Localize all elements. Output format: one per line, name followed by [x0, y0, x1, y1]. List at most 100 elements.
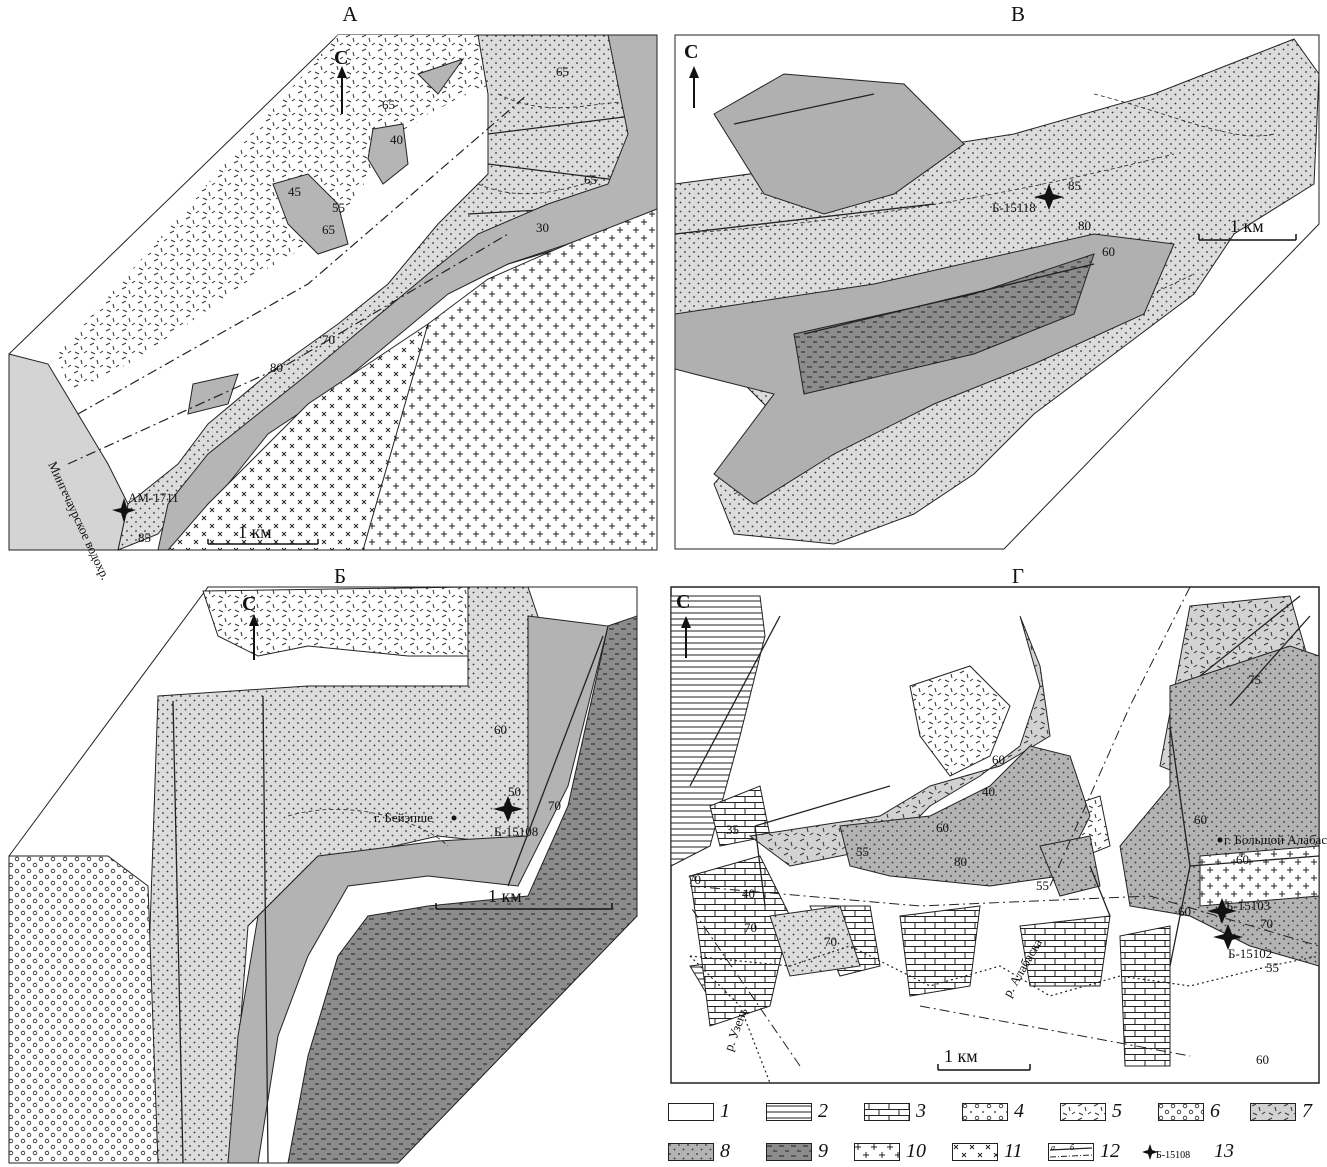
svg-text:65: 65: [556, 64, 569, 79]
scale-bar: 1 км: [435, 886, 613, 910]
legend-swatch-crosses: [854, 1142, 900, 1161]
svg-text:55: 55: [332, 200, 345, 215]
sample-marker: Б-15118: [992, 184, 1064, 215]
svg-text:80: 80: [270, 360, 283, 375]
svg-text:70: 70: [548, 798, 561, 813]
panel-b-map: С 1 км Б-15118 85 80 60: [674, 34, 1320, 550]
svg-text:65: 65: [322, 222, 335, 237]
panel-v-title: Б: [333, 564, 347, 588]
peak-label: г. Бейэпше: [374, 810, 433, 825]
legend-item-3: 3: [864, 1100, 926, 1123]
svg-text:60: 60: [1102, 244, 1115, 259]
svg-text:60: 60: [494, 722, 507, 737]
panel-b-title: В: [1010, 2, 1025, 26]
legend-item-13: Б-15108 13: [1142, 1140, 1234, 1163]
svg-text:50: 50: [508, 784, 521, 799]
north-arrow: С: [334, 47, 348, 114]
svg-text:55: 55: [1266, 960, 1279, 975]
panel-v-map: С 1 км Б-15108 г. Бейэпше 60 50 70: [8, 586, 638, 1164]
scale-bar: 1 км: [1198, 216, 1297, 241]
legend-item-8: 8: [668, 1140, 730, 1163]
legend-swatch-grey-dashes: [1250, 1102, 1296, 1121]
svg-text:45: 45: [288, 184, 301, 199]
north-arrow: С: [242, 593, 259, 660]
medium-belt: [227, 615, 609, 1164]
north-arrow: С: [684, 41, 699, 108]
rivers: [689, 945, 1320, 1084]
svg-text:70: 70: [1260, 916, 1273, 931]
dashdot-faults: [689, 586, 1320, 1067]
reservoir: [8, 353, 129, 551]
svg-text:С: С: [242, 593, 256, 615]
svg-text:60: 60: [1256, 1052, 1269, 1067]
svg-text:80: 80: [954, 854, 967, 869]
dip-labels: 60 50 70: [494, 722, 561, 813]
legend: 1 2 3 4 5 6 7 8 9 10 11: [668, 1098, 1318, 1164]
panel-g-map: С 1 км Б-15103 Б-15102 г. Большой Алабас…: [670, 586, 1327, 1084]
sample-marker: АМ-1711: [112, 490, 179, 523]
svg-text:60: 60: [936, 820, 949, 835]
faults: [674, 93, 1095, 335]
granite-area: [166, 208, 658, 551]
svg-text:65: 65: [584, 172, 597, 187]
svg-text:60: 60: [992, 752, 1005, 767]
legend-item-4: 4: [962, 1100, 1024, 1123]
svg-text:55: 55: [856, 844, 869, 859]
svg-text:70: 70: [744, 920, 757, 935]
faults: [172, 635, 604, 1164]
legend-swatch-dashes: [1060, 1102, 1106, 1121]
svg-text:70: 70: [824, 934, 837, 949]
svg-text:Б-15108: Б-15108: [494, 824, 538, 839]
legend-swatch-circles-dots: [962, 1102, 1008, 1121]
scale-bar: 1 км: [207, 522, 319, 545]
svg-text:60: 60: [1194, 812, 1207, 827]
legend-item-10: 10: [854, 1140, 926, 1163]
legend-swatch-star: Б-15108: [1142, 1143, 1190, 1161]
legend-item-2: 2: [766, 1100, 828, 1123]
panel-g-title: Г: [1011, 564, 1025, 588]
peak-label: г. Большой Алабас: [1224, 832, 1327, 847]
svg-text:б: б: [1070, 1143, 1075, 1152]
svg-text:1 км: 1 км: [238, 522, 272, 542]
svg-text:Б-15103: Б-15103: [1226, 898, 1270, 913]
grey-dots-belt: [147, 586, 569, 1164]
legend-item-11: 11: [952, 1140, 1023, 1163]
svg-text:60: 60: [1236, 852, 1249, 867]
legend-swatch-grey-dots: [668, 1142, 714, 1161]
legend-item-6: 6: [1158, 1100, 1220, 1123]
svg-text:С: С: [684, 41, 698, 63]
faults: [689, 595, 1320, 967]
sample-marker: Б-15108: [493, 796, 538, 839]
legend-item-12: а б 12: [1048, 1140, 1120, 1163]
svg-text:40: 40: [982, 784, 995, 799]
svg-text:Б-15102: Б-15102: [1228, 946, 1272, 961]
svg-text:85: 85: [138, 530, 151, 545]
dark-belt: [287, 615, 638, 1164]
svg-text:55: 55: [1036, 878, 1049, 893]
svg-text:Б-15108: Б-15108: [1156, 1150, 1190, 1161]
legend-swatch-bricks: [864, 1102, 910, 1121]
scale-bar: 1 км: [937, 1046, 1031, 1071]
legend-swatch-small-crosses: [952, 1142, 998, 1161]
legend-swatch-dark-dashes: [766, 1142, 812, 1161]
svg-text:40: 40: [390, 132, 403, 147]
crosses-area: [1199, 845, 1320, 907]
dip-labels: 65 65 40 45 55 65 65 30 70 80 85: [138, 64, 597, 545]
svg-text:1 км: 1 км: [944, 1046, 978, 1066]
panel-a-map: С 1 км АМ-1711 Мингечаурское водохр. 65 …: [8, 34, 658, 582]
svg-text:80: 80: [1078, 218, 1091, 233]
dip-labels: 75 60 40 35 60 55 80 60 55 60 60 70 70 4…: [688, 672, 1279, 1067]
svg-text:65: 65: [382, 97, 395, 112]
medium-belt: [674, 73, 1175, 505]
sample-markers: Б-15103 Б-15102: [1207, 898, 1272, 961]
legend-item-1: 1: [668, 1100, 730, 1123]
legend-item-9: 9: [766, 1140, 828, 1163]
svg-text:С: С: [334, 47, 348, 69]
svg-text:60: 60: [1178, 904, 1191, 919]
svg-text:1 км: 1 км: [1230, 216, 1264, 236]
conglomerate: [8, 855, 159, 1164]
svg-text:40: 40: [742, 886, 755, 901]
dip-labels: 85 80 60: [1068, 178, 1115, 259]
panel-a-title: А: [342, 2, 358, 26]
svg-text:АМ-1711: АМ-1711: [128, 490, 179, 505]
